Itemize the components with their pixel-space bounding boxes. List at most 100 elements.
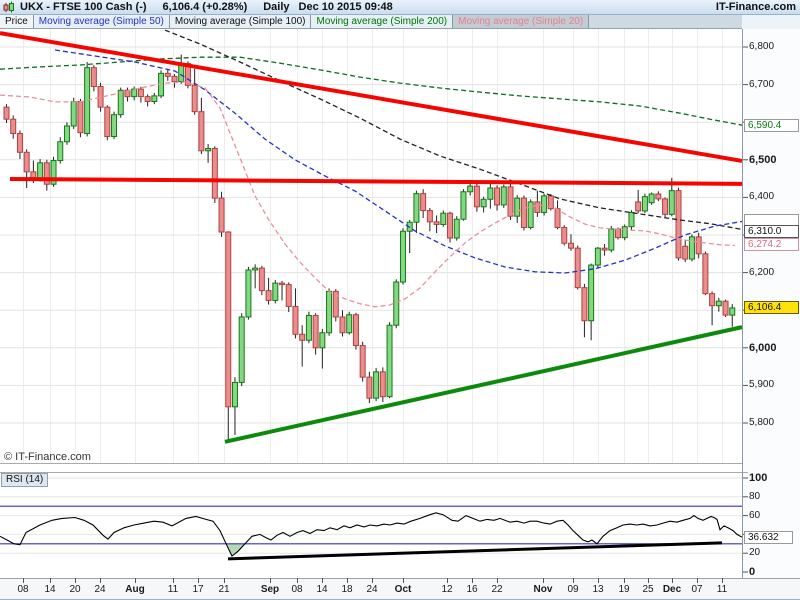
- candle: [16, 132, 23, 153]
- candle: [57, 141, 64, 162]
- candle: [628, 211, 635, 228]
- candle: [399, 230, 406, 283]
- candle: [386, 324, 393, 398]
- tab-sma-20[interactable]: Moving average (Simple 20): [453, 15, 590, 28]
- candle: [171, 75, 178, 83]
- candle: [37, 162, 44, 180]
- candle: [137, 88, 144, 98]
- candle: [588, 264, 595, 322]
- candle: [131, 88, 138, 98]
- candle: [621, 226, 628, 239]
- candle: [285, 284, 292, 307]
- candle: [554, 208, 561, 228]
- ma-line-sma-200: [0, 56, 743, 126]
- title-bar: UKX - FTSE 100 Cash (-) 6,106.4 (+0.28%)…: [0, 0, 800, 15]
- candle: [339, 316, 346, 334]
- time-axis-label: 12: [441, 584, 453, 595]
- candle: [668, 190, 675, 215]
- candle: [655, 193, 662, 200]
- candle: [3, 106, 10, 120]
- rsi-indicator-tab[interactable]: RSI (14): [1, 473, 49, 487]
- candle: [43, 162, 50, 185]
- trendline-descending-resistance: [0, 31, 743, 163]
- time-axis-label: Sep: [260, 584, 280, 595]
- candle: [97, 85, 104, 108]
- candle: [561, 226, 568, 244]
- rsi-axis-label: 80: [749, 490, 761, 502]
- candle: [675, 190, 682, 259]
- candle: [413, 193, 420, 223]
- candle: [420, 193, 427, 212]
- candle: [151, 95, 158, 103]
- candle: [393, 281, 400, 326]
- candle: [84, 67, 91, 134]
- time-axis-label: 11: [716, 584, 728, 595]
- candle: [299, 333, 306, 341]
- price-axis-label: 6,800: [749, 41, 775, 52]
- time-axis-label: 24: [94, 584, 106, 595]
- time-axis-label: 09: [567, 584, 579, 595]
- time-axis-label: 18: [341, 584, 353, 595]
- time-axis-label: Nov: [533, 584, 553, 595]
- candle: [366, 376, 373, 399]
- brand-label: IT-Finance.com: [715, 1, 796, 13]
- candle: [359, 345, 366, 378]
- tab-sma-200[interactable]: Moving average (Simple 200): [311, 15, 454, 28]
- trendline-horizontal-resistance: [9, 176, 743, 186]
- candle: [729, 307, 736, 316]
- time-axis[interactable]: [0, 578, 800, 599]
- candle: [104, 106, 111, 137]
- candle: [225, 231, 232, 408]
- candle: [641, 196, 648, 212]
- ma-line-sma-50: [54, 49, 743, 274]
- candle: [615, 228, 622, 239]
- candle: [205, 148, 212, 152]
- candle: [272, 282, 279, 301]
- candle: [198, 111, 205, 152]
- sma20-value-badge: 6,274.2: [744, 238, 799, 252]
- candle: [245, 269, 252, 318]
- candle: [507, 186, 514, 217]
- candle: [608, 228, 615, 251]
- candle: [218, 197, 225, 233]
- rsi-axis-label: 0: [749, 566, 756, 578]
- candle: [279, 282, 286, 286]
- candle: [332, 290, 339, 318]
- candle: [581, 287, 588, 322]
- candle: [500, 186, 507, 206]
- tab-sma-100[interactable]: Moving average (Simple 100): [169, 15, 312, 28]
- time-axis-label: 24: [366, 584, 378, 595]
- time-axis-label: 08: [17, 584, 29, 595]
- candle: [648, 193, 655, 204]
- trendline-ascending-support: [224, 325, 743, 444]
- sma200-value-badge: 6,590.4: [744, 119, 799, 133]
- candle: [702, 253, 709, 295]
- timestamp: Dec 10 2015 09:48: [298, 1, 393, 13]
- tab-sma-50[interactable]: Moving average (Simple 50): [33, 15, 170, 28]
- candle: [460, 191, 467, 220]
- candle: [487, 187, 494, 200]
- candle: [50, 160, 57, 185]
- tab-price[interactable]: Price: [0, 15, 34, 28]
- candle: [467, 185, 474, 193]
- candle: [252, 267, 259, 271]
- candle: [346, 314, 353, 334]
- price-axis-label: 6,500: [749, 153, 777, 166]
- candle: [258, 267, 265, 292]
- interval-label: Daily: [263, 1, 290, 13]
- candle: [534, 201, 541, 213]
- candle: [326, 290, 333, 334]
- candle: [715, 300, 722, 307]
- sma100-value-badge: 6,310.0: [744, 224, 799, 238]
- top-right-corner: [742, 15, 800, 29]
- copyright-label: © IT-Finance.com: [4, 451, 91, 463]
- time-axis-label: 19: [618, 584, 630, 595]
- last-price-change: 6,106.4 (+0.28%): [162, 1, 248, 13]
- indicator-tab-row: Price Moving average (Simple 50) Moving …: [0, 15, 742, 29]
- rsi-trendline: [227, 541, 723, 561]
- rsi-axis-label: 60: [749, 509, 761, 521]
- candle: [124, 89, 131, 98]
- time-axis-label: 17: [192, 584, 204, 595]
- time-axis-label: 14: [316, 584, 328, 595]
